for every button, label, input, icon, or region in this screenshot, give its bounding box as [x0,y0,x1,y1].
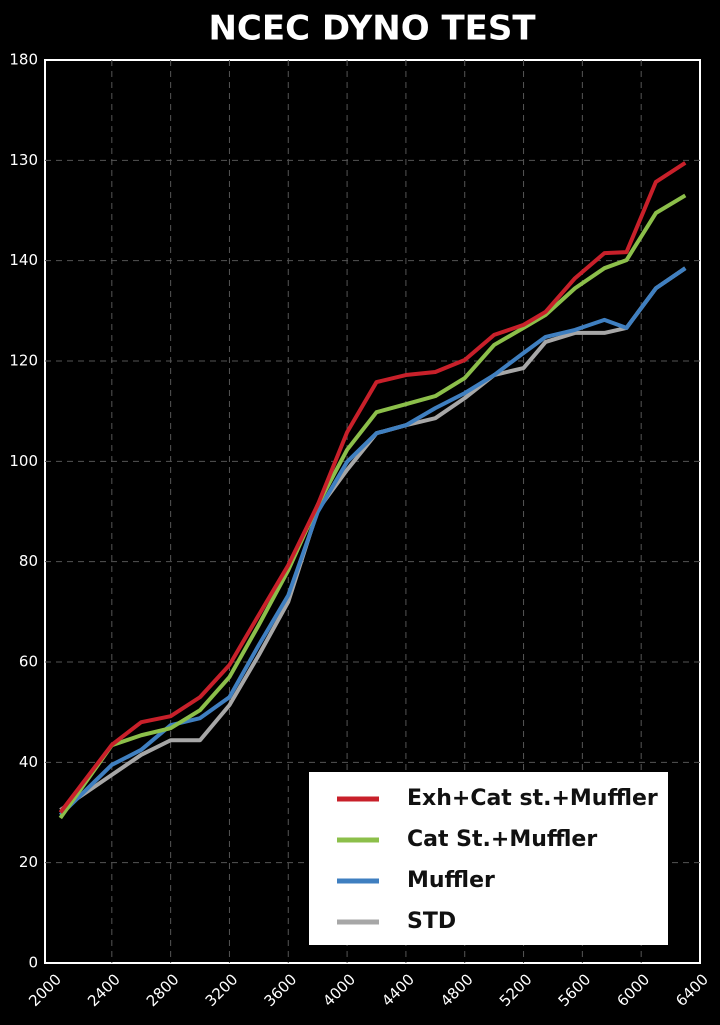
y-tick-label: 0 [28,954,38,972]
y-tick-label: 140 [9,251,38,269]
x-tick-label: 2400 [84,970,124,1010]
x-tick-label: 3600 [261,970,301,1010]
x-tick-label: 6000 [613,970,653,1010]
y-tick-label: 100 [9,452,38,470]
y-tick-label: 120 [9,352,38,370]
y-tick-label: 180 [9,51,38,69]
legend-label: STD [407,909,456,934]
x-tick-label: 4400 [378,970,418,1010]
series-line [58,266,687,817]
x-tick-label: 4000 [319,970,359,1010]
x-tick-label: 2800 [143,970,183,1010]
legend-label: Muffler [407,868,495,893]
legend-label: Cat St.+Muffler [407,827,597,852]
y-tick-label: 20 [19,853,38,871]
x-tick-label: 5600 [555,970,595,1010]
legend-label: Exh+Cat st.+Muffler [407,786,658,811]
series-line [58,161,687,814]
x-tick-label: 5200 [496,970,536,1010]
x-tick-label: 6400 [672,970,712,1010]
y-tick-label: 40 [19,753,38,771]
x-tick-label: 3200 [202,970,242,1010]
x-tick-label: 4800 [437,970,477,1010]
x-tick-label: 2000 [25,970,65,1010]
chart-title: NCEC DYNO TEST [208,9,536,49]
y-tick-label: 60 [19,653,38,671]
y-tick-label: 130 [9,151,38,169]
series-line [58,193,687,820]
y-tick-label: 80 [19,552,38,570]
